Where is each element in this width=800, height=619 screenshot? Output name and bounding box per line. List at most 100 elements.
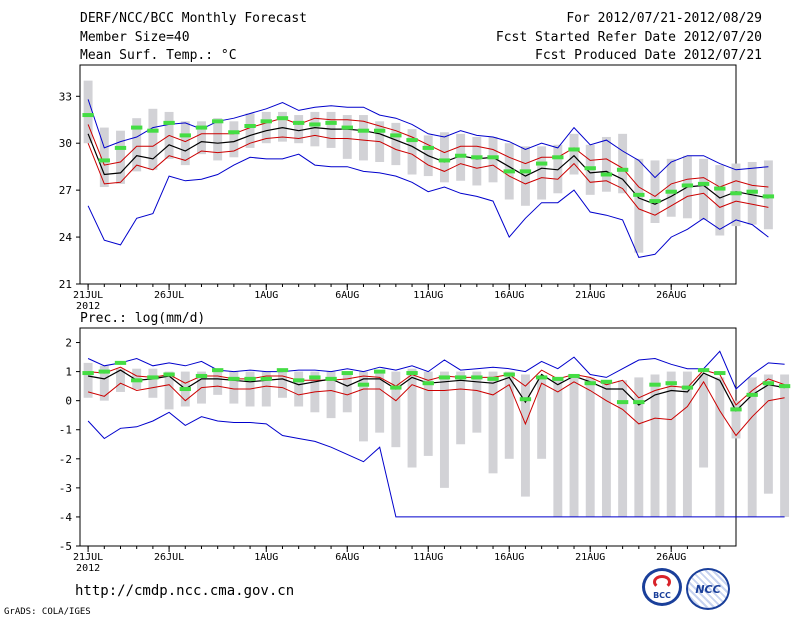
prec-range-box: [456, 371, 466, 445]
temp-observed-marker: [730, 191, 742, 196]
prec-x-tick-label: 11AUG: [413, 552, 443, 563]
prec-observed-marker: [179, 387, 191, 392]
temp-range-box: [213, 118, 223, 161]
temp-observed-marker: [114, 145, 127, 150]
prec-range-box: [699, 374, 709, 468]
chart-title: DERF/NCC/BCC Monthly Forecast: [80, 11, 307, 26]
temp-x-tick-label: 11AUG: [413, 290, 443, 301]
temp-observed-marker: [244, 124, 256, 129]
prec-x-tick-label: 21JUL: [73, 552, 103, 563]
prec-range-box: [618, 380, 628, 517]
prec-x-tick-label: 1AUG: [254, 552, 278, 563]
prec-observed-marker: [471, 375, 483, 380]
temp-ensemble-mean-line: [87, 126, 769, 205]
temp-observed-marker: [681, 183, 694, 188]
prec-range-box: [747, 377, 757, 517]
prec-observed-marker: [325, 376, 337, 381]
prec-observed-marker: [454, 375, 467, 380]
temp-range-box: [666, 158, 676, 217]
temp-observed-marker: [260, 119, 272, 124]
prec-range-box: [537, 377, 547, 459]
temp-x-tick-label: 6AUG: [335, 290, 359, 301]
prec-range-box: [731, 400, 741, 439]
prec-range-box: [294, 371, 304, 407]
temp-observed-marker: [616, 167, 629, 172]
temp-observed-marker: [228, 130, 240, 135]
temp-range-box: [715, 165, 725, 236]
prec-observed-marker: [552, 376, 564, 381]
member-size-label: Member Size=40: [80, 30, 190, 45]
temperature-panel: 21 24 27 30 33 21JUL 26JUL 1AUG 6AUG 11AUG 16AUG 21…: [59, 64, 775, 312]
prec-range-box: [164, 371, 174, 410]
prec-observed-marker: [228, 376, 240, 381]
forecast-started-label: Fcst Started Refer Date 2012/07/20: [495, 30, 762, 45]
prec-observed-marker: [730, 407, 742, 412]
temp-range-box: [116, 130, 125, 184]
prec-range-box: [99, 365, 109, 401]
temp-observed-marker: [82, 113, 94, 118]
temp-range-box: [99, 127, 109, 188]
temp-range-box: [83, 80, 93, 144]
prec-range-box: [585, 377, 595, 517]
temp-observed-marker: [325, 120, 337, 125]
prec-observed-marker: [373, 369, 386, 374]
prec-observed-marker: [147, 375, 159, 380]
prec-observed-marker: [212, 368, 224, 373]
prec-observed-marker: [762, 381, 775, 386]
temp-observed-marker: [309, 122, 321, 127]
temp-range-box: [634, 158, 644, 253]
prec-observed-marker: [114, 360, 127, 365]
prec-range-box: [553, 377, 563, 517]
temp-min-line: [87, 153, 769, 258]
prec-observed-marker: [195, 373, 208, 378]
temp-observed-marker: [665, 189, 677, 194]
temp-range-box: [359, 115, 368, 161]
temp-observed-marker: [179, 133, 191, 138]
temp-range-box: [650, 160, 660, 223]
prec-observed-marker: [600, 379, 613, 384]
prec-observed-marker: [503, 372, 515, 377]
prec-range-box: [423, 371, 433, 456]
prec-lower-quartile-line: [87, 380, 785, 437]
temp-range-box: [472, 136, 482, 186]
temp-range-box: [439, 132, 449, 183]
temp-y-tick-label: 30: [59, 137, 72, 150]
prec-range-box: [763, 374, 773, 494]
temp-observed-marker: [746, 189, 758, 194]
prec-x-tick-label: 26AUG: [656, 552, 686, 563]
prec-observed-marker: [616, 400, 629, 405]
temp-range-box: [326, 111, 336, 148]
temp-range-box: [132, 118, 142, 172]
prec-y-tick-label: 2: [65, 337, 72, 350]
temp-range-box: [407, 129, 417, 175]
temp-range-box: [569, 133, 579, 175]
prec-x-tick-label: 21AUG: [575, 552, 605, 563]
temp-lower-quartile-line: [87, 134, 769, 216]
prec-observed-marker: [778, 384, 791, 389]
grads-credit: GrADS: COLA/IGES: [4, 607, 91, 617]
prec-y-tick-label: 1: [65, 366, 72, 379]
prec-range-box: [148, 368, 158, 398]
temp-observed-marker: [163, 120, 175, 125]
temp-observed-marker: [471, 155, 483, 160]
temp-year-label: 2012: [76, 301, 100, 312]
temp-y-tick-label: 24: [59, 231, 73, 244]
prec-y-tick-label: -3: [59, 482, 72, 495]
temp-observed-marker: [373, 128, 386, 133]
temp-range-box: [261, 111, 271, 144]
prec-observed-marker: [292, 378, 305, 383]
temp-x-tick-label: 16AUG: [494, 290, 524, 301]
prec-observed-marker: [714, 371, 726, 376]
temp-observed-marker: [195, 125, 208, 130]
temp-x-tick-label: 26AUG: [656, 290, 686, 301]
temp-range-box: [391, 122, 401, 166]
prec-observed-marker: [260, 376, 272, 381]
temp-observed-marker: [487, 155, 499, 160]
variable-label: Mean Surf. Temp.: °C: [80, 48, 237, 63]
bcc-logo-text: BCC: [653, 591, 671, 600]
temp-observed-marker: [600, 172, 613, 177]
bcc-logo: BCC: [642, 568, 682, 606]
prec-x-tick-label: 6AUG: [335, 552, 359, 563]
temp-observed-marker: [276, 116, 289, 121]
